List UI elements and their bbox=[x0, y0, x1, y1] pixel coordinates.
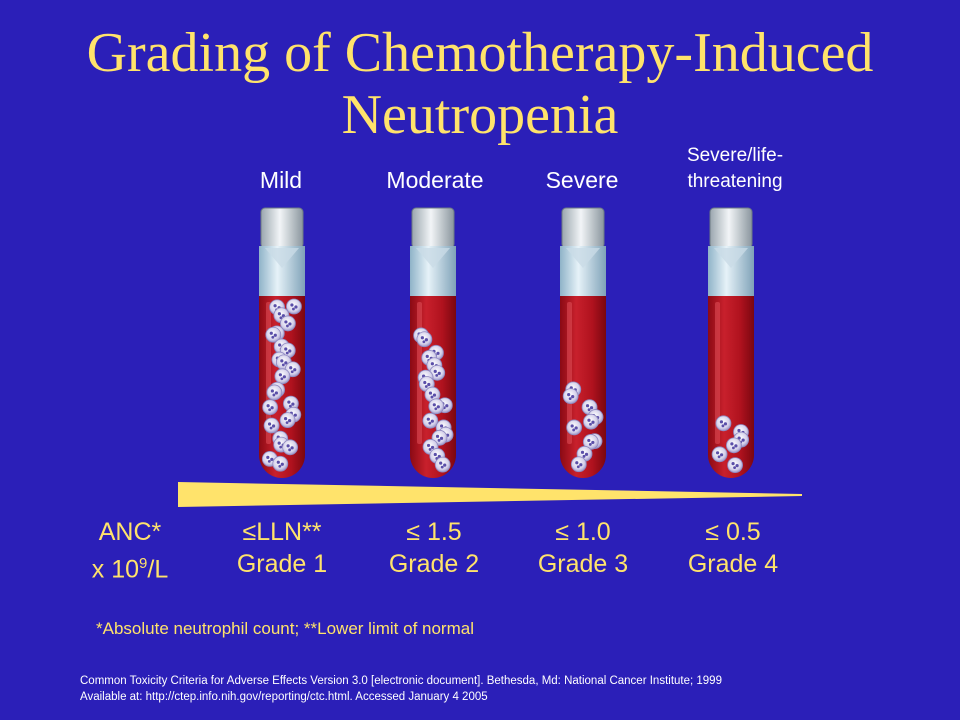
anc-label-line1: ANC* bbox=[98, 518, 162, 546]
anc-axis-label: ANC* x 109/L bbox=[70, 516, 190, 585]
neutrophil-cell bbox=[726, 437, 742, 454]
neutrophil-cell bbox=[562, 388, 579, 405]
neutrophil-cell bbox=[262, 399, 279, 416]
neutrophil-cell bbox=[416, 331, 433, 348]
le-symbol: ≤ bbox=[705, 518, 719, 546]
neutrophil-cell bbox=[583, 413, 599, 430]
neutrophil-cell bbox=[566, 419, 583, 436]
neutrophil-cell bbox=[279, 412, 296, 429]
slide-title: Grading of Chemotherapy-Induced Neutrope… bbox=[86, 22, 874, 146]
severity-label-mild: Mild bbox=[259, 167, 303, 193]
severity-label-severe: Severe bbox=[545, 167, 619, 193]
threshold-value: 0.5 bbox=[725, 518, 761, 546]
neutrophil-cell bbox=[272, 455, 289, 472]
anc-label-line2: x 109/L bbox=[70, 548, 190, 585]
neutrophil-cell bbox=[263, 417, 280, 434]
grade-threshold: ≤ 0.5 bbox=[643, 516, 823, 548]
grade-label: Grade 2 bbox=[388, 550, 480, 578]
neutrophil-cell bbox=[715, 415, 732, 432]
neutrophil-cell bbox=[266, 384, 283, 401]
neutrophil-cell bbox=[280, 315, 296, 332]
tube-group bbox=[259, 207, 754, 478]
neutrophil-cell bbox=[274, 368, 291, 385]
neutrophil-cell bbox=[422, 412, 439, 429]
grade-label: Grade 1 bbox=[236, 550, 328, 578]
neutrophil-cell bbox=[424, 386, 441, 403]
citation-line-1: Common Toxicity Criteria for Adverse Eff… bbox=[80, 675, 722, 687]
anc-gradient-wedge bbox=[178, 482, 802, 507]
threshold-value: 1.0 bbox=[575, 518, 611, 546]
severity-label-life-threatening: Severe/life- threatening bbox=[660, 143, 810, 195]
le-symbol: ≤ bbox=[406, 518, 420, 546]
grade-threshold: ≤ 1.0 bbox=[493, 516, 673, 548]
severity-label-life-threatening-line2: threatening bbox=[687, 171, 783, 192]
neutrophil-cell bbox=[428, 398, 445, 415]
grade-column-4: ≤ 0.5 Grade 4 bbox=[643, 516, 823, 580]
le-symbol: ≤ bbox=[555, 518, 569, 546]
neutrophil-cell bbox=[434, 456, 451, 473]
citation-line-2: Available at: http://ctep.info.nih.gov/r… bbox=[80, 691, 488, 703]
citation: Common Toxicity Criteria for Adverse Eff… bbox=[80, 673, 920, 705]
grade-column-2: ≤ 1.5 Grade 2 bbox=[344, 516, 524, 580]
anc-label-suffix: /L bbox=[147, 555, 169, 584]
grade-threshold: ≤ 1.5 bbox=[344, 516, 524, 548]
anc-label-exponent: 9 bbox=[139, 555, 148, 572]
neutrophil-cell bbox=[265, 326, 282, 343]
grade-column-3: ≤ 1.0 Grade 3 bbox=[493, 516, 673, 580]
grade-threshold: ≤LLN** bbox=[192, 516, 372, 548]
neutrophil-cell bbox=[727, 457, 743, 474]
neutrophil-cell bbox=[570, 456, 587, 473]
neutrophil-cell bbox=[286, 298, 302, 315]
anc-label-prefix: x 10 bbox=[91, 555, 140, 584]
grade-label: Grade 4 bbox=[687, 550, 779, 578]
test-tube-4 bbox=[708, 207, 754, 478]
neutrophil-cell bbox=[582, 434, 599, 450]
neutrophil-cell bbox=[711, 446, 728, 463]
severity-label-moderate: Moderate bbox=[386, 167, 484, 193]
footnote: *Absolute neutrophil count; **Lower limi… bbox=[96, 619, 474, 638]
test-tube-3 bbox=[560, 207, 606, 478]
threshold-value: LLN** bbox=[256, 518, 322, 546]
le-symbol: ≤ bbox=[242, 518, 257, 546]
neutrophil-cell bbox=[282, 439, 299, 456]
threshold-value: 1.5 bbox=[426, 518, 462, 546]
grade-label: Grade 3 bbox=[537, 550, 629, 578]
test-tube-1 bbox=[259, 207, 305, 478]
test-tube-2 bbox=[410, 207, 456, 478]
severity-label-life-threatening-line1: Severe/life- bbox=[686, 145, 784, 166]
grade-column-1: ≤LLN** Grade 1 bbox=[192, 516, 372, 580]
